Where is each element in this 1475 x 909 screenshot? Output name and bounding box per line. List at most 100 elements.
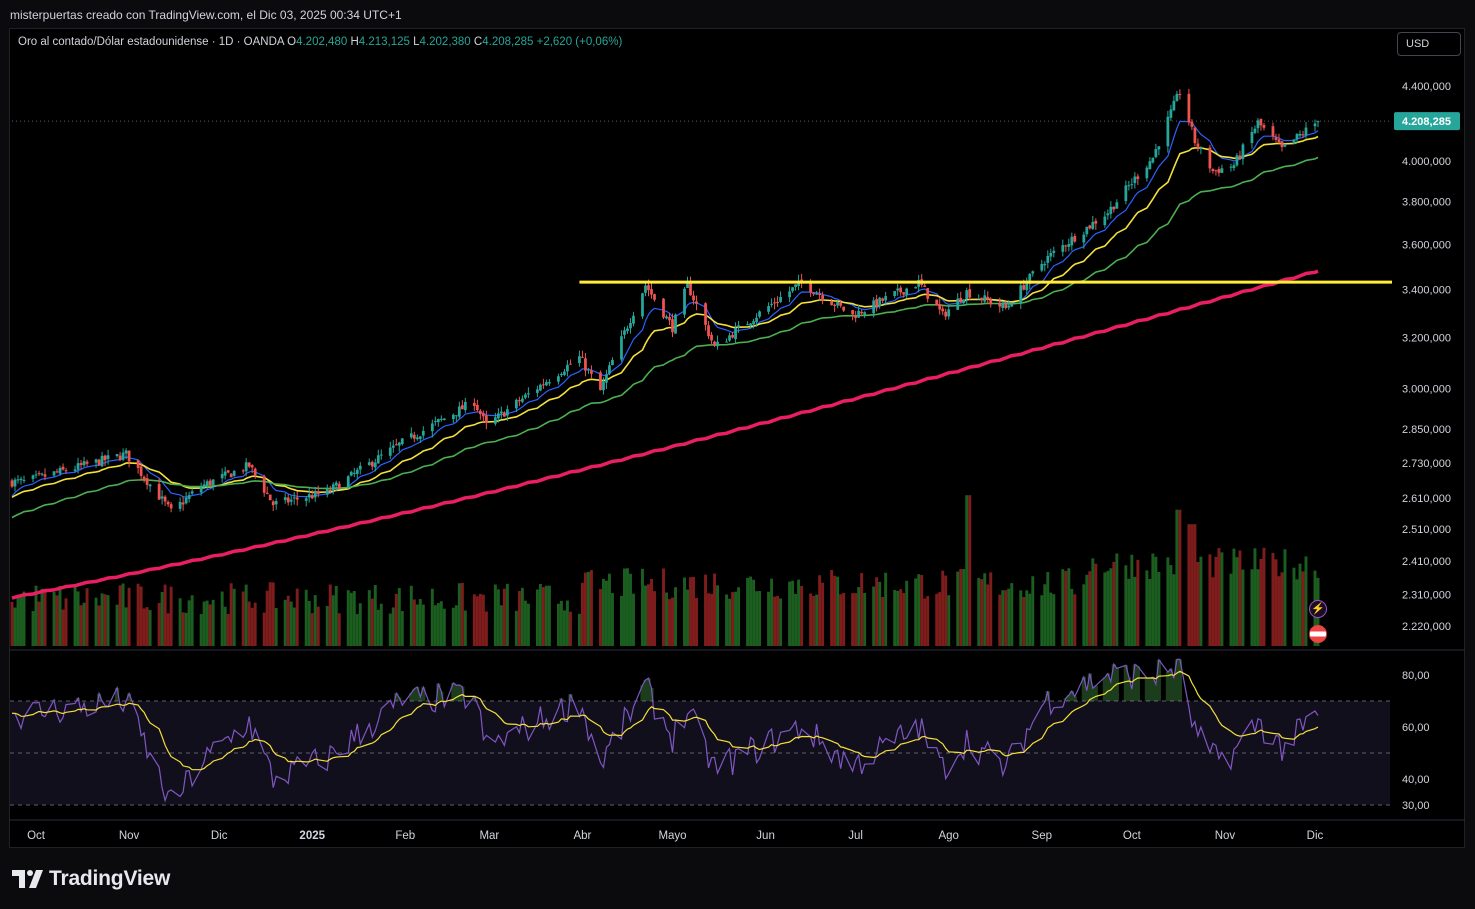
candle-body [896, 288, 900, 291]
volume-bar [707, 593, 710, 646]
candle-body [1316, 121, 1320, 123]
candle-body [316, 491, 320, 494]
candle-body [376, 455, 380, 464]
volume-bar [626, 568, 629, 646]
candle-body [139, 466, 143, 476]
volume-bar [460, 582, 464, 646]
candle-body [749, 323, 752, 326]
currency-button[interactable]: USD [1397, 32, 1461, 56]
volume-bar [695, 597, 698, 646]
volume-bar [358, 603, 362, 646]
volume-bar [415, 604, 419, 646]
candle-body [557, 376, 560, 382]
candle-body [818, 293, 821, 296]
volume-bar [1070, 588, 1074, 646]
volume-bar [683, 577, 686, 646]
volume-bar [704, 574, 707, 646]
candle-body [518, 400, 521, 402]
volume-bar [205, 600, 209, 646]
volume-bar [493, 584, 497, 646]
volume-bar [779, 598, 783, 646]
time-tick-label: Oct [1123, 830, 1142, 842]
candle-body [674, 314, 677, 334]
volume-bar [457, 583, 461, 646]
candle-body [310, 495, 314, 499]
symbol-name: Oro al contado/Dólar estadounidense · 1D… [18, 36, 284, 48]
time-tick-label: Jun [756, 830, 775, 842]
volume-bar [94, 597, 98, 646]
candle-body [1190, 121, 1194, 127]
candle-body [1217, 169, 1221, 173]
candle-body [328, 489, 332, 492]
candle-body [1001, 303, 1005, 308]
volume-bar [1238, 550, 1242, 646]
volume-bar [797, 579, 801, 646]
volume-bar [836, 576, 840, 646]
candle-body [1010, 304, 1014, 307]
low-key: L [413, 36, 420, 48]
candle-body [475, 404, 479, 411]
volume-bar [1175, 509, 1179, 646]
candle-body [860, 311, 864, 314]
candle-body [121, 452, 125, 460]
volume-bar [328, 584, 332, 646]
lightning-event-icon[interactable]: ⚡ [1309, 600, 1327, 618]
candle-body [454, 415, 458, 417]
time-axis[interactable]: Oct Nov Dic 2025 Feb Mar Abr Mayo Jun Jul Ago Sep Oc… [27, 830, 1323, 842]
candle-body [773, 302, 776, 304]
candle-body [106, 455, 110, 459]
volume-bar [1283, 549, 1287, 646]
volume-bar [1004, 590, 1008, 646]
volume-bar [770, 578, 774, 646]
candle-body [1019, 285, 1023, 304]
candle-body [1088, 225, 1092, 229]
volume-bar [394, 593, 398, 646]
volume-bar [181, 612, 185, 646]
volume-bar [734, 591, 738, 646]
volume-bar [295, 588, 299, 646]
candle-body [1061, 245, 1065, 252]
candle-body [524, 394, 527, 398]
price-axis[interactable]: 4.400,000 4.000,000 3.800,000 3.600,000 3.40… [1394, 81, 1460, 812]
candle-body [250, 465, 254, 468]
volume-bar [352, 591, 356, 646]
volume-bar [505, 583, 509, 646]
volume-bar [199, 614, 203, 646]
candle-body [265, 492, 269, 494]
volume-bar [160, 592, 164, 646]
candle-body [1193, 127, 1197, 144]
volume-bar [1046, 572, 1050, 646]
volume-bar [989, 572, 993, 646]
candle-body [283, 497, 287, 501]
volume-bar [1019, 590, 1023, 646]
close-key: C [473, 36, 483, 48]
volume-bar [1271, 552, 1275, 646]
close-value: 4.208,285 [482, 36, 534, 48]
candle-body [626, 328, 629, 332]
candle-body [788, 291, 791, 298]
volume-bar [881, 597, 885, 646]
volume-bar [55, 595, 59, 646]
candle-body [809, 281, 812, 293]
volume-bar [983, 573, 987, 646]
candle-body [1199, 147, 1203, 150]
candle-body [64, 470, 68, 472]
volume-bar [653, 591, 656, 646]
candle-body [650, 289, 653, 295]
candle-body [1259, 118, 1263, 126]
candle-body [629, 322, 632, 329]
candle-body [539, 384, 542, 391]
volume-bar [878, 581, 882, 646]
candle-body [935, 299, 939, 306]
candle-body [881, 298, 885, 301]
candle-body [608, 365, 611, 374]
candle-body [226, 470, 230, 473]
us-flag-event-icon[interactable] [1309, 625, 1327, 643]
candle-body [370, 461, 374, 467]
candle-body [899, 287, 903, 293]
volume-bar [166, 613, 170, 646]
price-tick-label: 3.400,000 [1402, 285, 1451, 297]
volume-bar [1025, 590, 1029, 646]
candle-body [349, 471, 353, 476]
